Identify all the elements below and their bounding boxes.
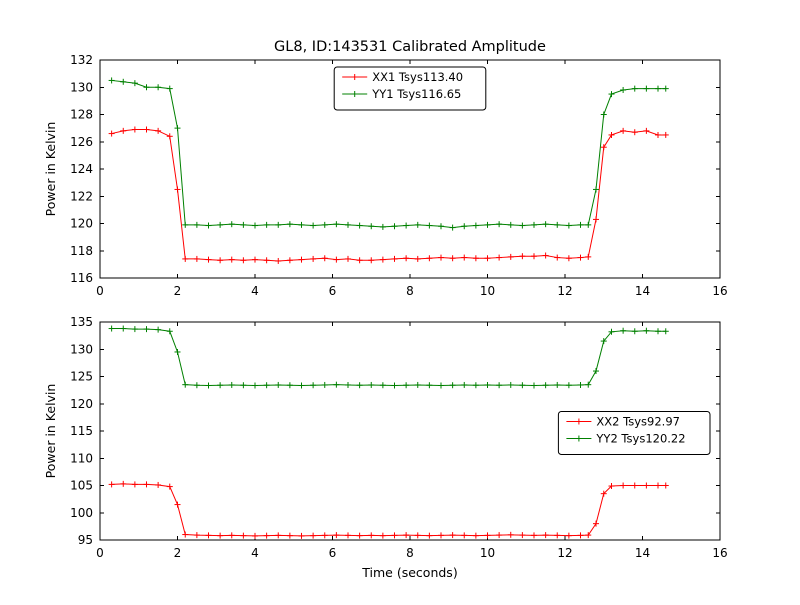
x-tick-label: 14 [635,284,650,298]
y-tick-label: 105 [70,479,93,493]
legend-label: XX2 Tsys92.97 [596,415,680,429]
x-tick-label: 0 [96,284,104,298]
y-tick-label: 126 [70,135,93,149]
series-markers-yy1 [108,77,669,231]
legend: XX2 Tsys92.97 YY2 Tsys120.22 [557,411,711,455]
x-axis-label: Time (seconds) [361,565,457,580]
series-markers-xx2 [108,480,669,539]
y-tick-label: 120 [70,217,93,231]
x-tick-label: 2 [174,546,182,560]
y-tick-label: 120 [70,397,93,411]
y-tick-label: 125 [70,370,93,384]
legend-label: YY2 Tsys120.22 [595,432,685,446]
x-tick-label: 12 [557,284,572,298]
y-tick-label: 116 [70,271,93,285]
x-tick-label: 0 [96,546,104,560]
series-markers-xx1 [108,126,669,264]
x-tick-label: 10 [480,284,495,298]
x-tick-label: 6 [329,546,337,560]
y-tick-label: 100 [70,506,93,520]
x-tick-label: 4 [251,546,259,560]
tick-marks [99,59,721,279]
tick-marks [99,321,721,541]
x-tick-label: 2 [174,284,182,298]
subplot-1: 0 2 4 6 8 10 12 14 16 95 100 105 110 115 120 125 130 135 P… [43,315,728,580]
y-tick-label: 122 [70,189,93,203]
y-tick-label: 124 [70,162,93,176]
x-tick-label: 8 [406,546,414,560]
x-tick-label: 6 [329,284,337,298]
y-tick-label: 118 [70,244,93,258]
x-tick-label: 10 [480,546,495,560]
legend: XX1 Tsys113.40 YY1 Tsys116.65 [333,66,487,111]
subplot-0: 0 2 4 6 8 10 12 14 16 116 118 120 122 124 126 128 130 132… [43,39,728,298]
x-tick-label: 16 [712,546,727,560]
y-tick-label: 130 [70,80,93,94]
legend-box [557,411,711,455]
x-tick-label: 4 [251,284,259,298]
legend-box [333,66,487,111]
x-tick-label: 12 [557,546,572,560]
y-tick-label: 132 [70,53,93,67]
y-tick-label: 110 [70,451,93,465]
y-axis-label: Power in Kelvin [43,384,58,479]
y-tick-label: 135 [70,315,93,329]
legend-label: YY1 Tsys116.65 [371,87,461,101]
x-tick-label: 14 [635,546,650,560]
y-tick-label: 130 [70,342,93,356]
y-tick-label: 115 [70,424,93,438]
y-tick-label: 128 [70,108,93,122]
x-tick-label: 16 [712,284,727,298]
chart-title: GL8, ID:143531 Calibrated Amplitude [274,39,546,55]
y-axis-label: Power in Kelvin [43,122,58,217]
x-tick-label: 8 [406,284,414,298]
legend-label: XX1 Tsys113.40 [372,70,463,84]
y-tick-label: 95 [78,533,93,547]
series-markers-yy2 [108,325,669,389]
